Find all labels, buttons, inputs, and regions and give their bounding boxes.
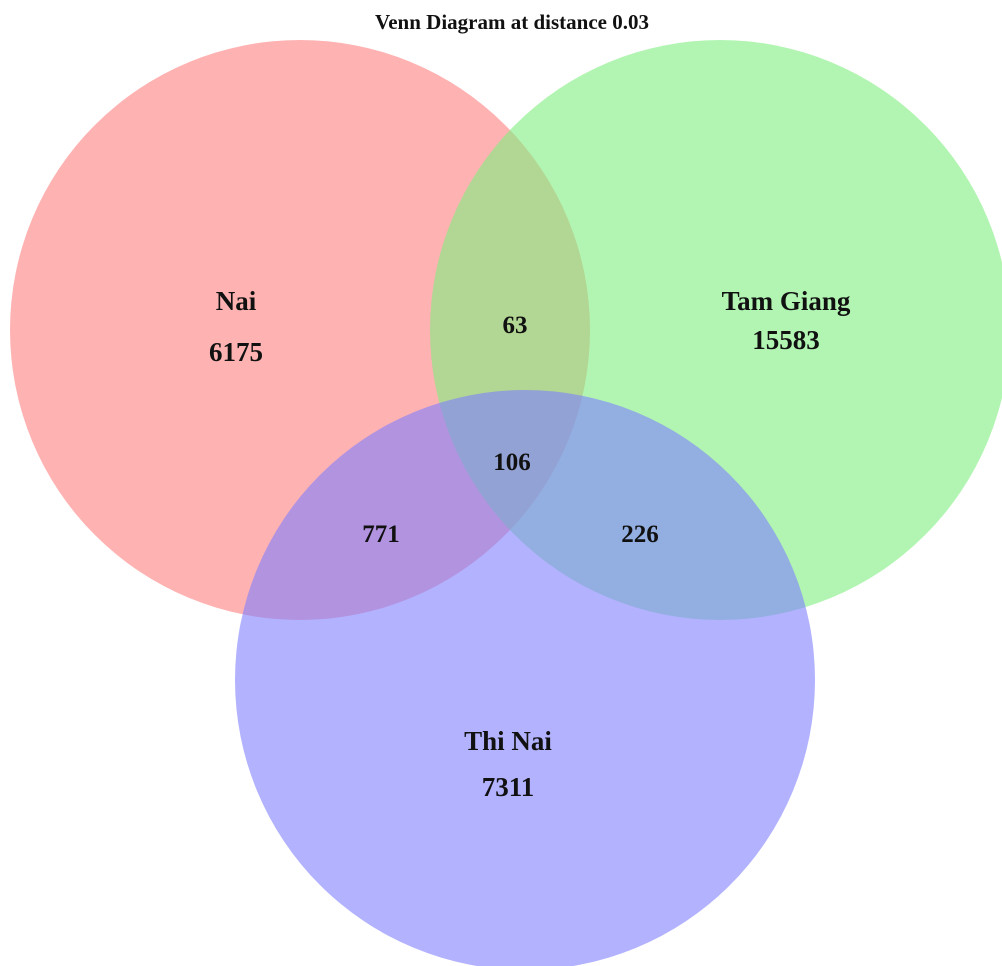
set-label-tam-giang-name: Tam Giang	[722, 286, 851, 316]
diagram-title: Venn Diagram at distance 0.03	[375, 10, 649, 34]
overlap-label-all-three: 106	[493, 449, 531, 476]
overlap-label-nai-thi-nai: 771	[362, 521, 400, 548]
set-label-tam-giang-count: 15583	[752, 325, 820, 355]
set-label-thi-nai-name: Thi Nai	[464, 726, 552, 756]
overlap-label-nai-tam-giang: 63	[503, 312, 528, 339]
set-circle-thi-nai	[235, 390, 815, 966]
set-label-nai-name: Nai	[216, 286, 257, 316]
overlap-label-tam-giang-thi-nai: 226	[621, 521, 659, 548]
set-label-thi-nai-count: 7311	[482, 772, 535, 802]
set-label-nai-count: 6175	[209, 337, 263, 367]
